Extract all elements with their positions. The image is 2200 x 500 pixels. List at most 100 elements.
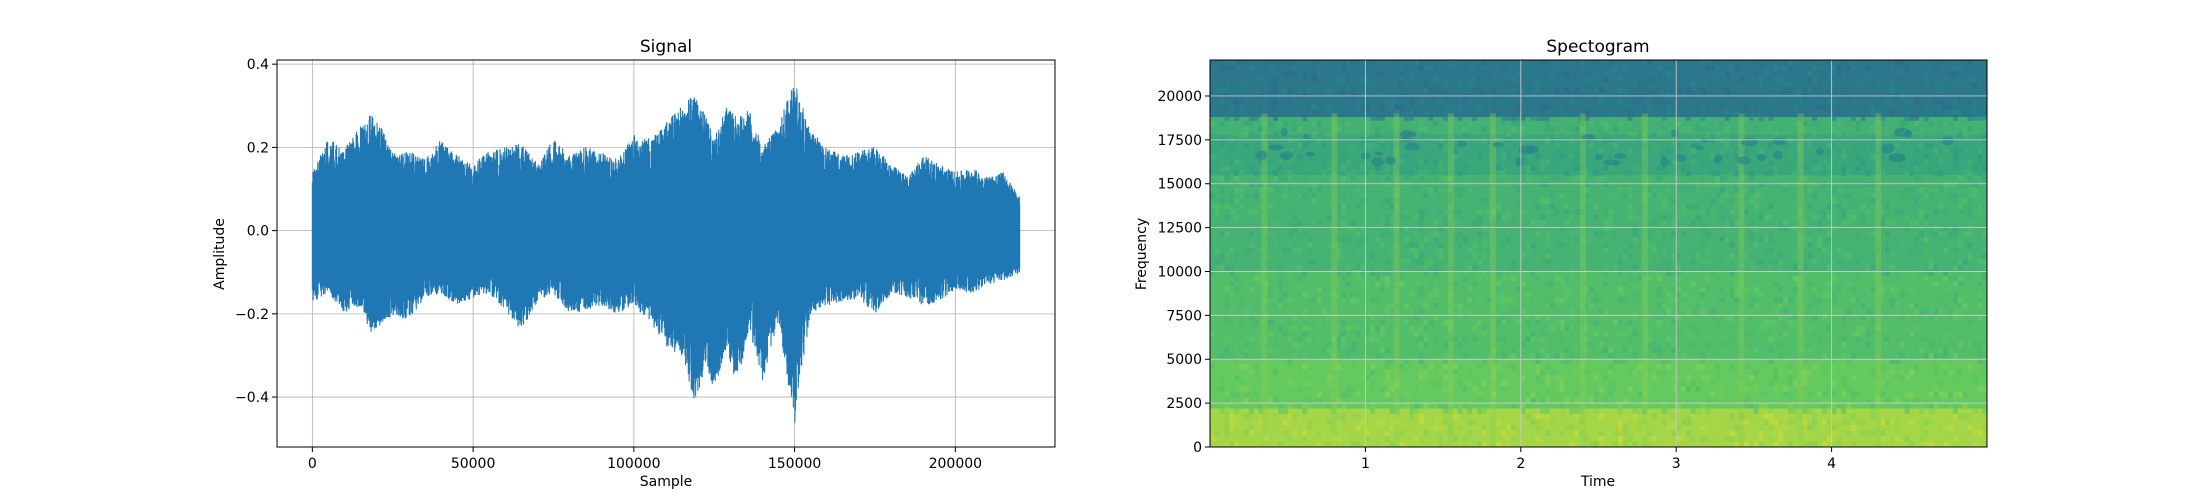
spectrogram-cell xyxy=(1758,441,1764,447)
spectrogram-cell xyxy=(1938,159,1944,166)
spectrogram-cell xyxy=(1389,225,1395,232)
spectrogram-cell xyxy=(1617,109,1623,116)
spectrogram-cell xyxy=(1831,402,1837,409)
spectrogram-cell xyxy=(1787,231,1793,237)
spectrogram-cell xyxy=(1457,203,1463,210)
spectrogram-cell xyxy=(1787,225,1793,232)
spectrogram-cell xyxy=(1972,170,1978,177)
spectrogram-cell xyxy=(1341,203,1346,210)
spectrogram-cell xyxy=(1821,308,1827,315)
spectrogram-cell xyxy=(1622,391,1628,398)
spectrogram-cell xyxy=(1914,247,1920,254)
spectrogram-cell xyxy=(1671,142,1677,149)
spectrogram-transient xyxy=(1875,113,1882,447)
spectrogram-cell xyxy=(1855,391,1861,398)
spectrogram-cell xyxy=(1389,358,1395,365)
spectrogram-cell xyxy=(1409,242,1414,248)
spectrogram-cell xyxy=(1457,419,1463,425)
spectrogram-cell xyxy=(1899,159,1905,166)
spectrogram-cell xyxy=(1676,120,1682,127)
spectrogram-cell xyxy=(1676,375,1682,381)
spectrogram-cell xyxy=(1715,65,1720,72)
spectrogram-cell xyxy=(1773,76,1779,83)
spectrogram-cell xyxy=(1831,408,1837,414)
spectrogram-cell xyxy=(1749,170,1754,177)
spectrogram-cell xyxy=(1909,270,1915,276)
spectrogram-cell xyxy=(1593,71,1599,77)
spectrogram-cell xyxy=(1729,65,1735,72)
spectrogram-cell xyxy=(1865,170,1871,177)
spectrogram-cell xyxy=(1807,142,1813,149)
spectrogram-cell xyxy=(1885,170,1890,177)
spectrogram-cell xyxy=(1943,76,1949,83)
spectrogram-cell xyxy=(1943,402,1949,409)
spectrogram-cell xyxy=(1268,153,1274,160)
spectrogram-cell xyxy=(1744,286,1750,293)
spectrogram-cell xyxy=(1807,325,1813,331)
spectrogram-cell xyxy=(1977,325,1983,331)
spectrogram-cell xyxy=(1661,192,1667,199)
spectrogram-cell xyxy=(1477,203,1482,210)
spectrogram-cell xyxy=(1889,358,1895,365)
spectrogram-dark-spot xyxy=(1670,129,1679,137)
spectrogram-cell xyxy=(1234,430,1240,436)
spectrogram-cell xyxy=(1957,203,1963,210)
spectrogram-cell xyxy=(1219,187,1225,193)
spectrogram-cell xyxy=(1642,441,1648,447)
spectrogram-cell xyxy=(1467,391,1473,398)
spectrogram-cell xyxy=(1860,380,1866,387)
spectrogram-cell xyxy=(1297,220,1303,226)
spectrogram-cell xyxy=(1957,187,1963,193)
spectrogram-cell xyxy=(1564,330,1570,337)
spectrogram-cell xyxy=(1778,281,1784,287)
spectrogram-cell xyxy=(1447,297,1453,304)
spectrogram-cell xyxy=(1559,375,1565,381)
spectrogram-cell xyxy=(1277,364,1283,370)
spectrogram-cell xyxy=(1919,408,1924,414)
spectrogram-cell xyxy=(1982,347,1987,354)
spectrogram-cell xyxy=(1666,71,1672,77)
spectrogram-cell xyxy=(1311,314,1317,320)
spectrogram-cell xyxy=(1982,386,1987,392)
spectrogram-cell xyxy=(1418,286,1424,293)
spectrogram-cell xyxy=(1676,270,1682,276)
spectrogram-cell xyxy=(1841,408,1847,414)
spectrogram-cell xyxy=(1836,413,1842,420)
spectrogram-cell xyxy=(1511,397,1516,403)
spectrogram-cell xyxy=(1729,148,1735,154)
spectrogram-cell xyxy=(1418,176,1424,182)
spectrogram-cell xyxy=(1923,419,1929,425)
spectrogram-cell xyxy=(1885,314,1890,320)
spectrogram-cell xyxy=(1783,314,1788,320)
spectrogram-cell xyxy=(1370,314,1376,320)
spectrogram-cell xyxy=(1253,231,1259,237)
spectrogram-cell xyxy=(1977,369,1983,376)
spectrogram-cell xyxy=(1258,192,1264,199)
spectrogram-cell xyxy=(1234,187,1240,193)
spectrogram-cell xyxy=(1559,71,1565,77)
spectrogram-cell xyxy=(1836,187,1842,193)
spectrogram-cell xyxy=(1885,336,1890,342)
spectrogram-cell xyxy=(1885,419,1890,425)
spectrogram-cell xyxy=(1467,297,1473,304)
spectrogram-cell xyxy=(1705,397,1711,403)
spectrogram-cell xyxy=(1821,375,1827,381)
spectrogram-dark-spot xyxy=(1660,157,1668,167)
spectrogram-cell xyxy=(1297,198,1303,204)
spectrogram-cell xyxy=(1297,87,1303,94)
spectrogram-cell xyxy=(1768,87,1774,94)
spectrogram-cell xyxy=(1744,336,1750,342)
spectrogram-cell xyxy=(1569,408,1575,414)
spectrogram-cell xyxy=(1783,330,1788,337)
spectrogram-cell xyxy=(1739,142,1745,149)
spectrogram-cell xyxy=(1749,303,1754,309)
spectrogram-cell xyxy=(1545,209,1550,215)
spectrogram-cell xyxy=(1268,419,1274,425)
spectrogram-cell xyxy=(1758,391,1764,398)
spectrogram-cell xyxy=(1511,87,1516,94)
spectrogram-cell xyxy=(1477,347,1482,354)
spectrogram-cell xyxy=(1632,314,1638,320)
spectrogram-cell xyxy=(1452,281,1458,287)
spectrogram-cell xyxy=(1622,319,1628,326)
spectrogram-cell xyxy=(1613,65,1618,72)
